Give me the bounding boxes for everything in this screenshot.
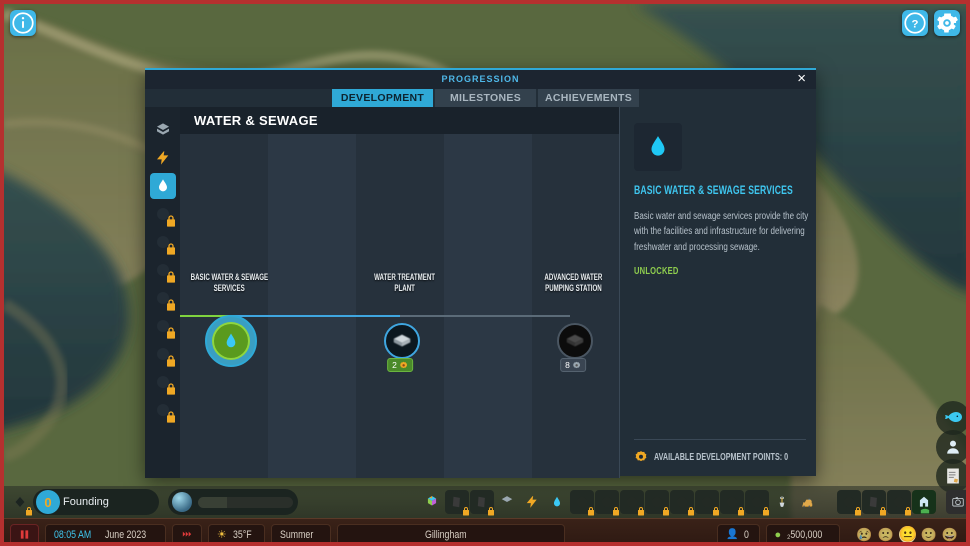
svg-text:?: ?	[912, 19, 919, 31]
